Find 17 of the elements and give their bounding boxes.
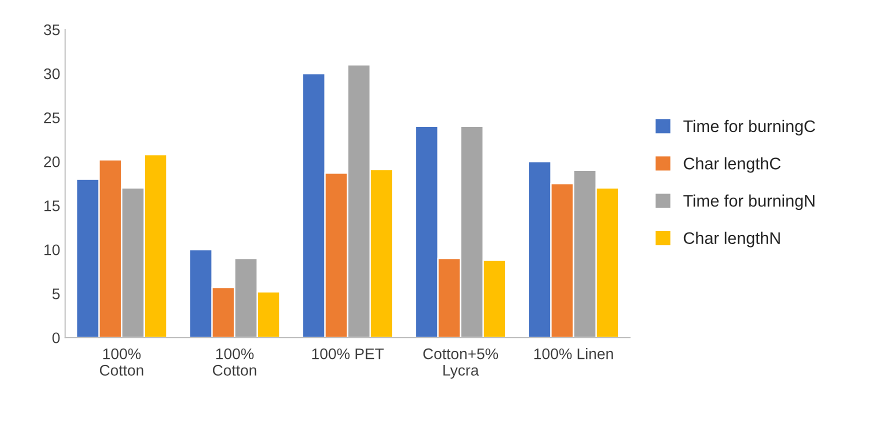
y-tick-label: 35 bbox=[44, 24, 60, 36]
y-tick-label: 25 bbox=[44, 112, 60, 124]
x-tick-label: Cotton+5% Lycra bbox=[423, 348, 498, 379]
y-tick-label: 5 bbox=[52, 288, 60, 300]
y-tick-label: 10 bbox=[44, 244, 60, 256]
legend-label: Time for burningC bbox=[683, 120, 816, 136]
x-tick-label: 100% Cotton bbox=[212, 348, 256, 376]
legend-label: Char lengthC bbox=[684, 157, 781, 173]
y-tick-label: 15 bbox=[44, 200, 60, 212]
y-tick-label: 30 bbox=[44, 68, 60, 80]
x-tick-label: 100% PET bbox=[312, 348, 384, 360]
y-tick-label: 20 bbox=[44, 156, 60, 168]
x-tick-label: 100% Cotton bbox=[100, 348, 144, 376]
x-tick-label: 100% Linen bbox=[534, 348, 613, 360]
y-tick-label: 0 bbox=[52, 332, 60, 344]
legend-label: Time for burningN bbox=[683, 194, 814, 210]
legend-label: Char lengthN bbox=[684, 232, 780, 248]
